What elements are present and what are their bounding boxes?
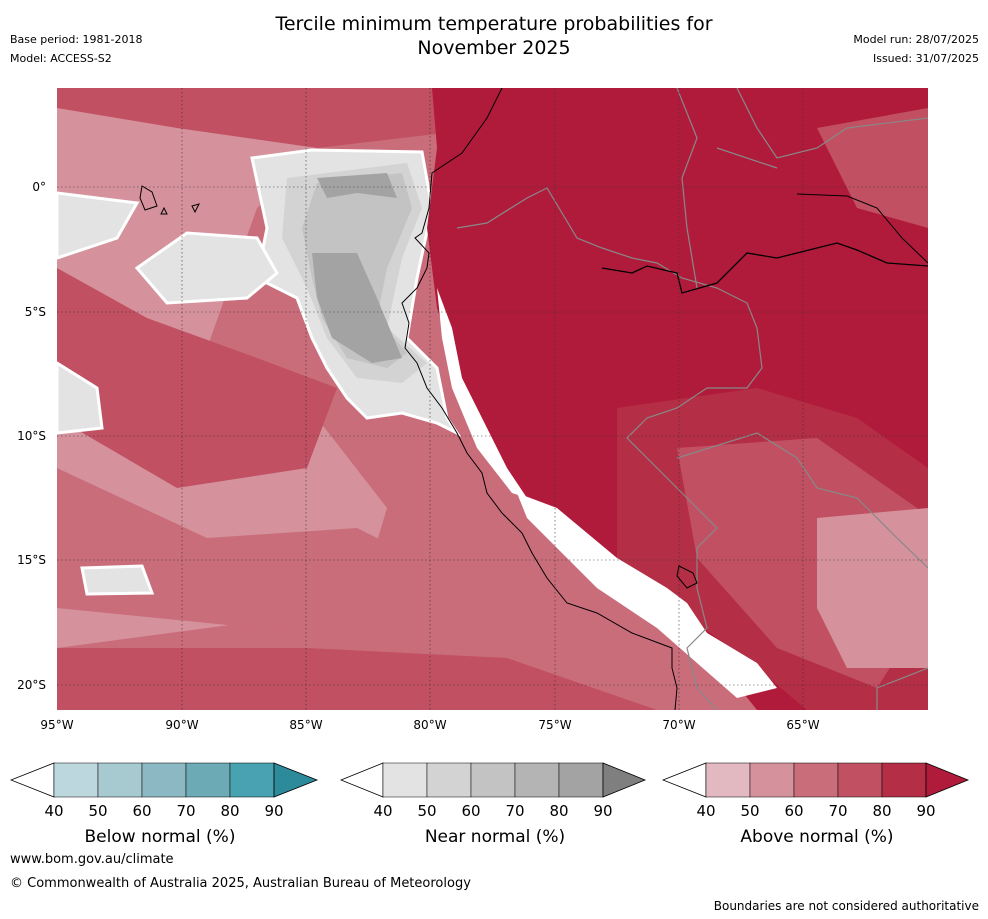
cb-below-swatch-80 [229,762,275,798]
cb-near-swatch-40 [382,762,428,798]
cb-near-swatch-lt40 [339,762,384,798]
amazon-river [601,242,928,294]
lat-label-0: 0° [32,180,46,194]
land-above-normal-50 [817,508,928,668]
coastal-strip [517,493,777,698]
lon-label-90w: 90°W [165,718,199,732]
cb-above-tick: 70 [828,802,848,820]
near-normal-patch-southwest [57,361,104,435]
colorbar-above-title: Above normal (%) [740,827,894,847]
galapagos-islands [139,185,200,215]
ocean-southwest-dark [57,648,657,710]
land-patch-north [817,108,928,228]
copyright-text: © Commonwealth of Australia 2025, Austra… [10,876,471,891]
cb-below-tick: 40 [44,802,64,820]
near-normal-patch-galapagos [134,231,279,305]
cb-near-tick: 60 [461,802,481,820]
cb-near-tick: 80 [549,802,569,820]
near-normal-80-north [317,173,397,198]
secondary-borders [676,88,928,710]
probability-map [57,88,928,710]
cb-near-swatch-50 [426,762,472,798]
cb-above-swatch-50 [749,762,795,798]
cb-below-swatch-40 [53,762,99,798]
lat-label-15s: 15°S [17,553,46,567]
meta-right: Model run: 28/07/2025 Issued: 31/07/2025 [853,30,979,68]
title-line-1: Tercile minimum temperature probabilitie… [275,13,713,35]
cb-below-swatch-70 [185,762,231,798]
lon-label-85w: 85°W [289,718,323,732]
cb-near-tick: 90 [593,802,613,820]
ocean-darker-band [57,268,337,488]
rio-negro [796,193,928,264]
lat-label-20s: 20°S [17,678,46,692]
cb-below-swatch-50 [97,762,143,798]
map-svg [57,88,928,710]
cb-above-tick: 90 [916,802,936,820]
issued-text: Issued: 31/07/2025 [872,52,979,65]
cb-above-tick: 50 [740,802,760,820]
cb-near-swatch-60 [470,762,516,798]
cb-above-swatch-80 [881,762,927,798]
colorbar-near-title: Near normal (%) [424,827,566,847]
cb-near-tick: 40 [373,802,393,820]
ocean-mid-band [57,468,437,628]
ocean-north-dark [57,88,487,148]
cb-below-swatch-60 [141,762,187,798]
cb-above-swatch-40 [705,762,751,798]
meta-left: Base period: 1981-2018 Model: ACCESS-S2 [10,30,142,68]
model-text: Model: ACCESS-S2 [10,52,112,65]
cb-above-tick: 80 [872,802,892,820]
disclaimer-text: Boundaries are not considered authoritat… [713,899,979,913]
near-normal-patch-south [80,564,155,596]
cb-below-tick: 90 [264,802,284,820]
country-borders [456,187,763,710]
cb-above-tick: 60 [784,802,804,820]
colorbar-above-normal-swatches [661,762,970,798]
lon-label-75w: 75°W [538,718,572,732]
cb-above-swatch-gt90 [925,762,970,798]
cb-near-tick: 50 [417,802,437,820]
cb-below-tick: 60 [132,802,152,820]
colorbar-near-normal: 40 50 60 70 80 90 Near normal (%) [339,762,650,852]
base-period-text: Base period: 1981-2018 [10,33,143,46]
colorbar-near-normal-swatches [339,762,647,798]
cb-below-swatch-gt90 [273,762,319,798]
cb-below-swatch-lt40 [9,762,55,798]
cb-above-swatch-lt40 [661,762,707,798]
cb-below-tick: 80 [220,802,240,820]
colorbar-above-normal: 40 50 60 70 80 90 Above normal (%) [661,762,972,852]
lake-titicaca [676,565,698,589]
map-title: Tercile minimum temperature probabilitie… [0,12,988,60]
lon-label-70w: 70°W [662,718,696,732]
cb-near-swatch-70 [514,762,560,798]
lat-label-5s: 5°S [24,305,46,319]
cb-above-swatch-60 [793,762,839,798]
cb-below-tick: 70 [176,802,196,820]
cb-near-swatch-80 [558,762,604,798]
cb-above-tick: 40 [696,802,716,820]
cb-above-swatch-70 [837,762,883,798]
cb-near-swatch-gt90 [602,762,647,798]
graticule [57,88,928,710]
lat-label-10s: 10°S [17,429,46,443]
cb-near-tick: 70 [505,802,525,820]
title-line-2: November 2025 [417,37,571,59]
near-normal-80 [312,253,402,363]
cb-below-tick: 50 [88,802,108,820]
coastal-strip-north [437,288,527,498]
lon-label-80w: 80°W [413,718,447,732]
website-text: www.bom.gov.au/climate [10,852,174,867]
colorbar-below-normal: 40 50 60 70 80 90 Below normal (%) [9,762,320,852]
model-run-text: Model run: 28/07/2025 [853,33,979,46]
colorbar-below-normal-swatches [9,762,319,798]
lon-label-65w: 65°W [786,718,820,732]
colorbar-below-title: Below normal (%) [84,827,236,847]
lon-label-95w: 95°W [40,718,74,732]
coastline [401,88,678,710]
near-normal-patch-west [57,191,140,260]
